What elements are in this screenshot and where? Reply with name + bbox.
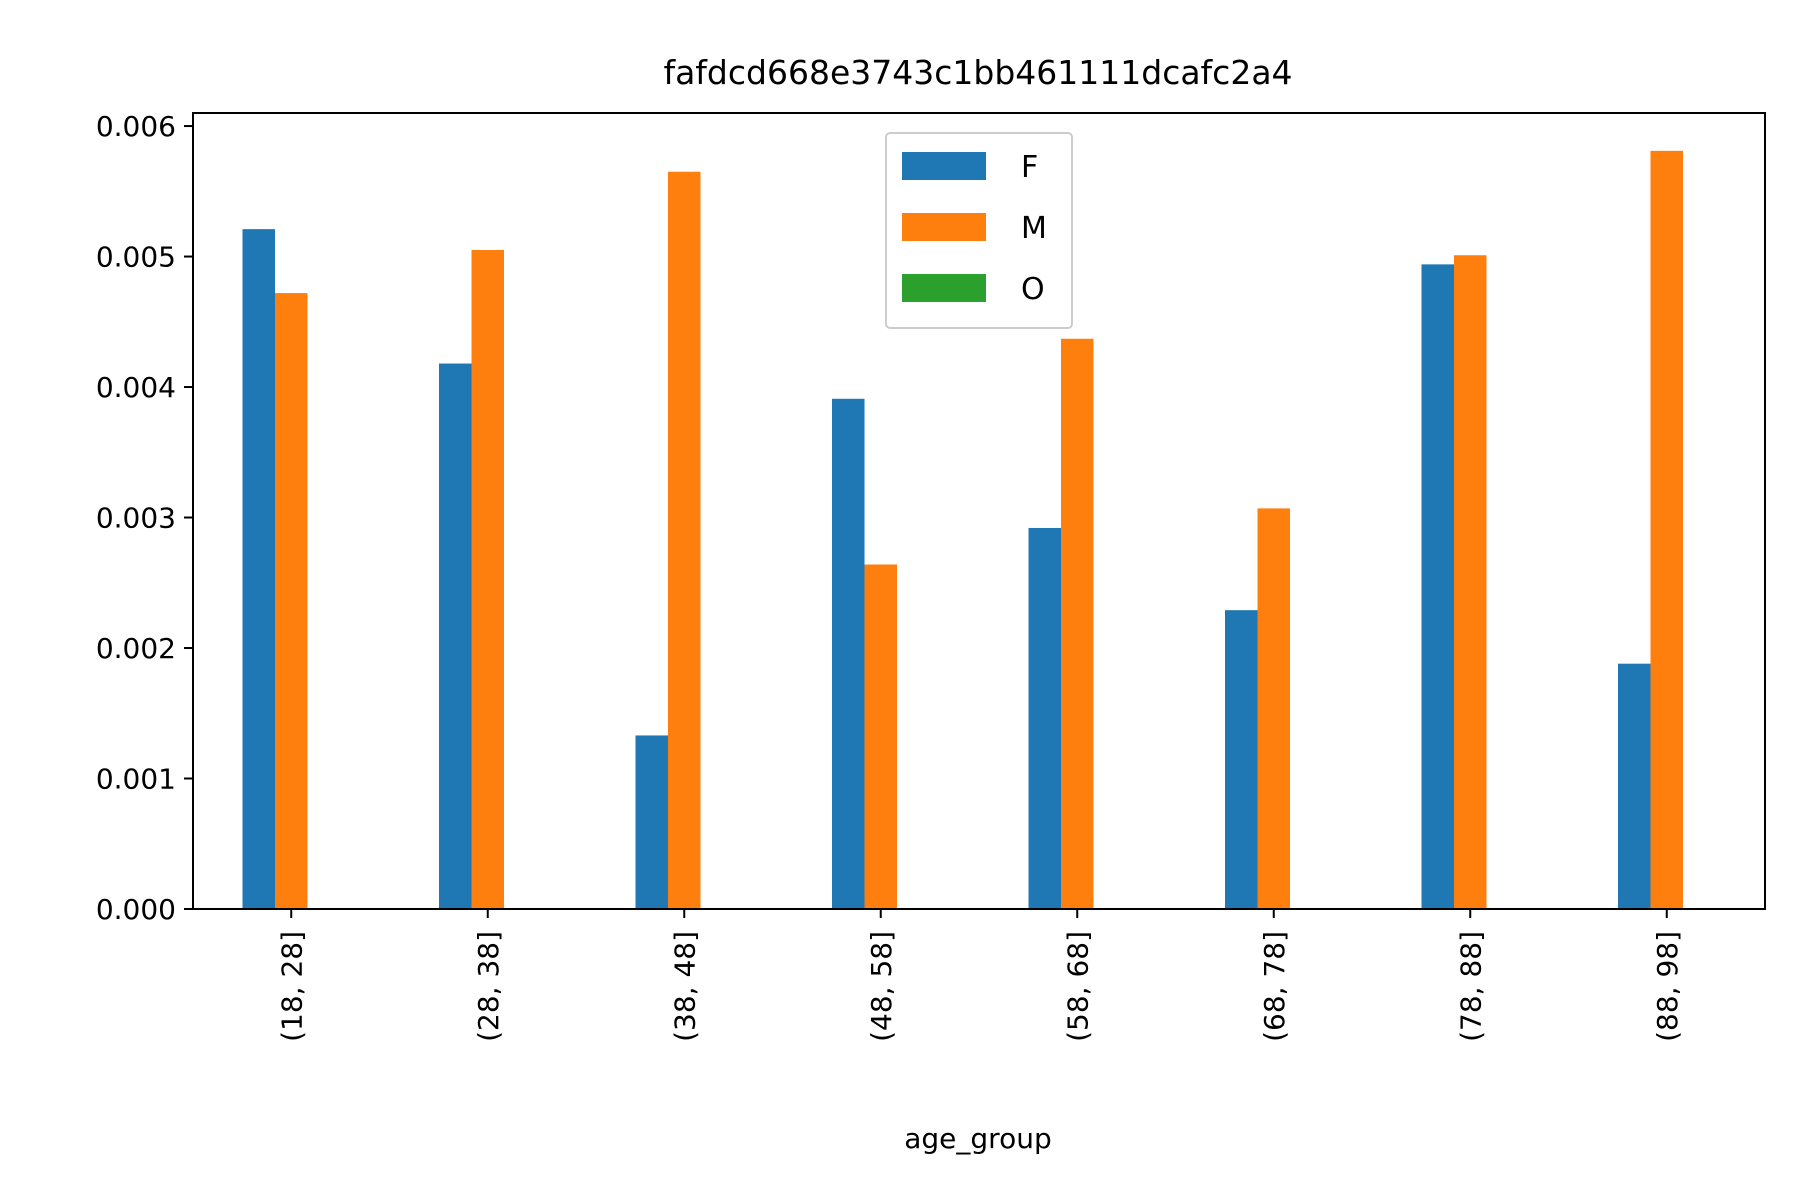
legend-swatch-F [902,152,986,180]
bar-M-4 [1061,338,1094,909]
bar-F-5 [1225,610,1258,909]
bar-F-6 [1421,264,1454,909]
bar-M-0 [275,293,308,910]
legend: FMO [885,132,1073,329]
x-tick-label: (48, 58] [865,931,898,1042]
y-tick-label: 0.000 [96,893,176,926]
axes-layer: 0.000 0.001 0.002 0.003 0.004 0.005 0.006 (18, … [96,110,1766,1042]
y-tick-label: 0.001 [96,763,176,796]
y-tick-label: 0.005 [96,241,176,274]
chart-title: fafdcd668e3743c1bb461111dcafc2a4 [663,53,1292,92]
bar-F-0 [242,229,275,909]
legend-swatch-M [902,213,986,241]
bar-M-5 [1257,508,1290,909]
bar-M-1 [471,250,504,909]
bar-F-4 [1028,527,1061,909]
y-tick-label: 0.004 [96,371,176,404]
bar-F-1 [439,363,472,909]
bar-M-7 [1650,150,1683,910]
bar-F-2 [635,735,668,909]
x-tick-label: (28, 38] [472,931,505,1042]
x-tick-label: (38, 48] [668,931,701,1042]
bar-F-7 [1618,663,1651,909]
bars-layer [242,150,1683,910]
x-tick-label: (18, 28] [275,931,308,1042]
x-tick-label: (88, 98] [1651,931,1684,1042]
x-axis-label: age_group [904,1122,1051,1155]
bar-M-3 [864,564,897,909]
legend-swatch-O [902,274,986,302]
x-tick-label: (78, 88] [1454,931,1487,1042]
x-tick-label: (58, 68] [1061,931,1094,1042]
plot-frame [192,112,1766,910]
y-tick-label: 0.006 [96,110,176,143]
legend-label-M: M [1021,211,1047,246]
bar-M-2 [668,171,701,910]
bar-M-6 [1454,255,1487,910]
y-tick-label: 0.003 [96,502,176,535]
legend-label-O: O [1021,272,1045,307]
bar-F-3 [832,398,865,909]
legend-label-F: F [1021,150,1038,185]
x-tick-label: (68, 78] [1258,931,1291,1042]
y-tick-label: 0.002 [96,632,176,665]
